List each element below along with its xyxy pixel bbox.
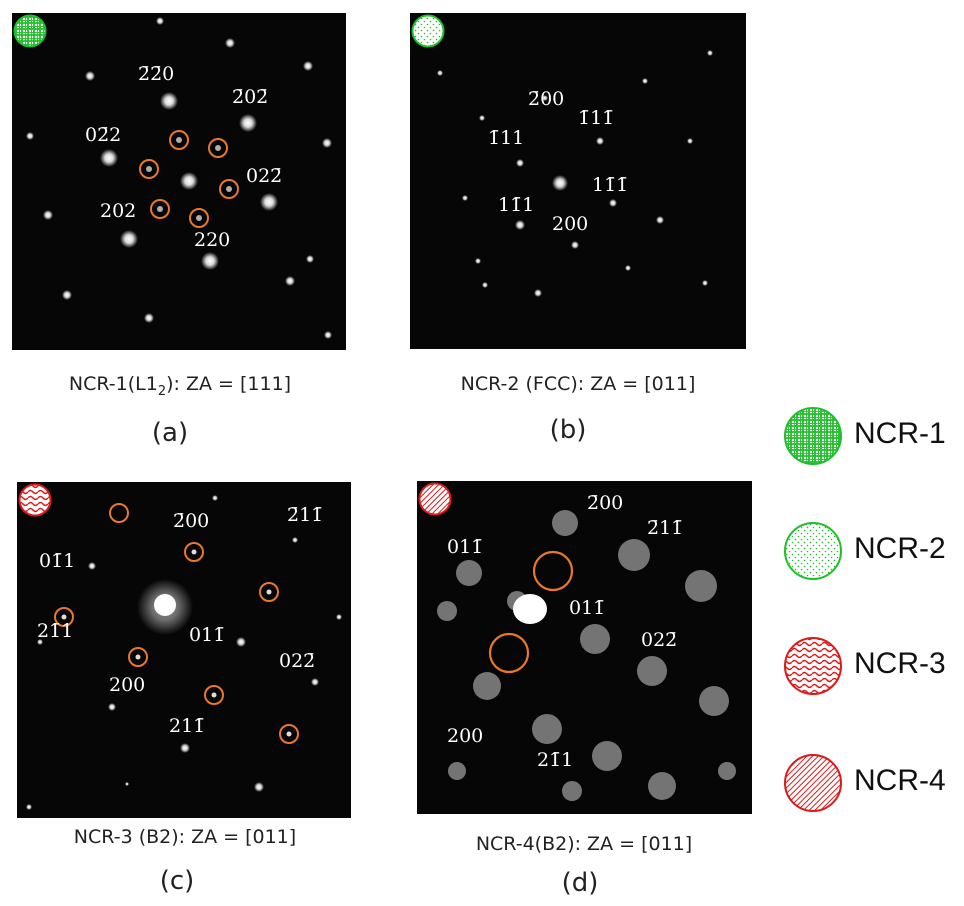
caption-b: NCR-2 (FCC): ZA = [011] [460,373,696,395]
caption-a-subscript: 2 [157,383,167,399]
miller-index-label: 011̄ [189,624,226,646]
legend-item-ncr-3: NCR-3 [782,635,962,695]
diffraction-pattern-c [26,495,342,810]
ncr-4-badge-icon [418,482,452,516]
legend-label: NCR-3 [854,647,946,680]
caption-a-tail: ): ZA = [111] [166,373,292,395]
miller-index-label: 01̄1 [39,550,76,572]
miller-index-label: 011̄ [447,536,484,558]
miller-index-label: 1̄11 [488,127,525,149]
ncr-2-badge-icon [411,14,445,48]
legend-item-ncr-4: NCR-4 [782,752,962,812]
diffraction-panel-d: 2̄00 2̄11̄ 011̄ 011̄ 022̄ 200 21̄1 [417,481,752,814]
caption-c: NCR-3 (B2): ZA = [011] [73,826,297,848]
sublabel-a: (a) [151,418,189,448]
caption-a-main: NCR-1(L1 [68,373,158,395]
ncr-1-badge-icon [13,14,47,48]
miller-index-label: 21̄1 [537,749,574,771]
ncr-3-legend-icon [784,637,842,695]
miller-index-label: 202 [100,200,137,222]
miller-index-label: 2̄11̄ [647,517,684,539]
ncr-3-badge-icon [18,483,52,517]
miller-index-label: 2̄00 [173,510,210,532]
sublabel-d: (d) [561,868,599,898]
diffraction-pattern-b [437,50,713,297]
miller-index-label: 200 [552,213,589,235]
caption-a: NCR-1(L12): ZA = [111] [0,373,360,399]
miller-index-label: 011̄ [569,597,606,619]
diffraction-pattern-d [437,510,736,801]
ncr-4-legend-icon [784,754,842,812]
diffraction-pattern-a [26,17,332,339]
diffraction-panel-c: 2̄00 2̄11̄ 01̄1 21̄1 011̄ 022̄ 200 211̄ [17,482,351,818]
miller-index-label: 200 [109,674,146,696]
miller-index-label: 2̄02̄ [232,86,269,108]
miller-index-label: 21̄1 [37,620,74,642]
miller-index-label: 11̄1 [498,194,535,216]
ncr-1-legend-icon [784,407,842,465]
miller-index-label: 211̄ [169,715,206,737]
legend-label: NCR-4 [854,764,946,797]
legend-item-ncr-1: NCR-1 [782,405,962,465]
diffraction-panel-b: 2̄00 1̄11̄ 1̄11 11̄1̄ 11̄1 200 [410,13,746,349]
miller-index-label: 022̄ [246,165,283,187]
miller-index-label: 2̄00 [587,492,624,514]
miller-index-label: 220 [194,229,231,251]
legend-label: NCR-2 [854,532,946,565]
diffraction-panel-a: 2̄2̄0 2̄02̄ 02̄2 022̄ 202 220 [12,13,346,350]
caption-d: NCR-4(B2): ZA = [011] [475,833,693,855]
miller-index-label: 11̄1̄ [592,174,629,196]
sublabel-b: (b) [549,415,587,445]
sublabel-c: (c) [159,866,195,896]
miller-index-label: 1̄11̄ [578,107,615,129]
miller-index-label: 2̄2̄0 [138,63,175,85]
miller-index-label: 2̄11̄ [287,504,324,526]
miller-index-label: 2̄00 [528,88,565,110]
miller-index-label: 200 [447,725,484,747]
legend-label: NCR-1 [854,417,946,450]
legend-item-ncr-2: NCR-2 [782,520,962,580]
ncr-2-legend-icon [784,522,842,580]
miller-index-label: 022̄ [279,650,316,672]
miller-index-label: 02̄2 [85,124,122,146]
miller-index-label: 022̄ [641,629,678,651]
